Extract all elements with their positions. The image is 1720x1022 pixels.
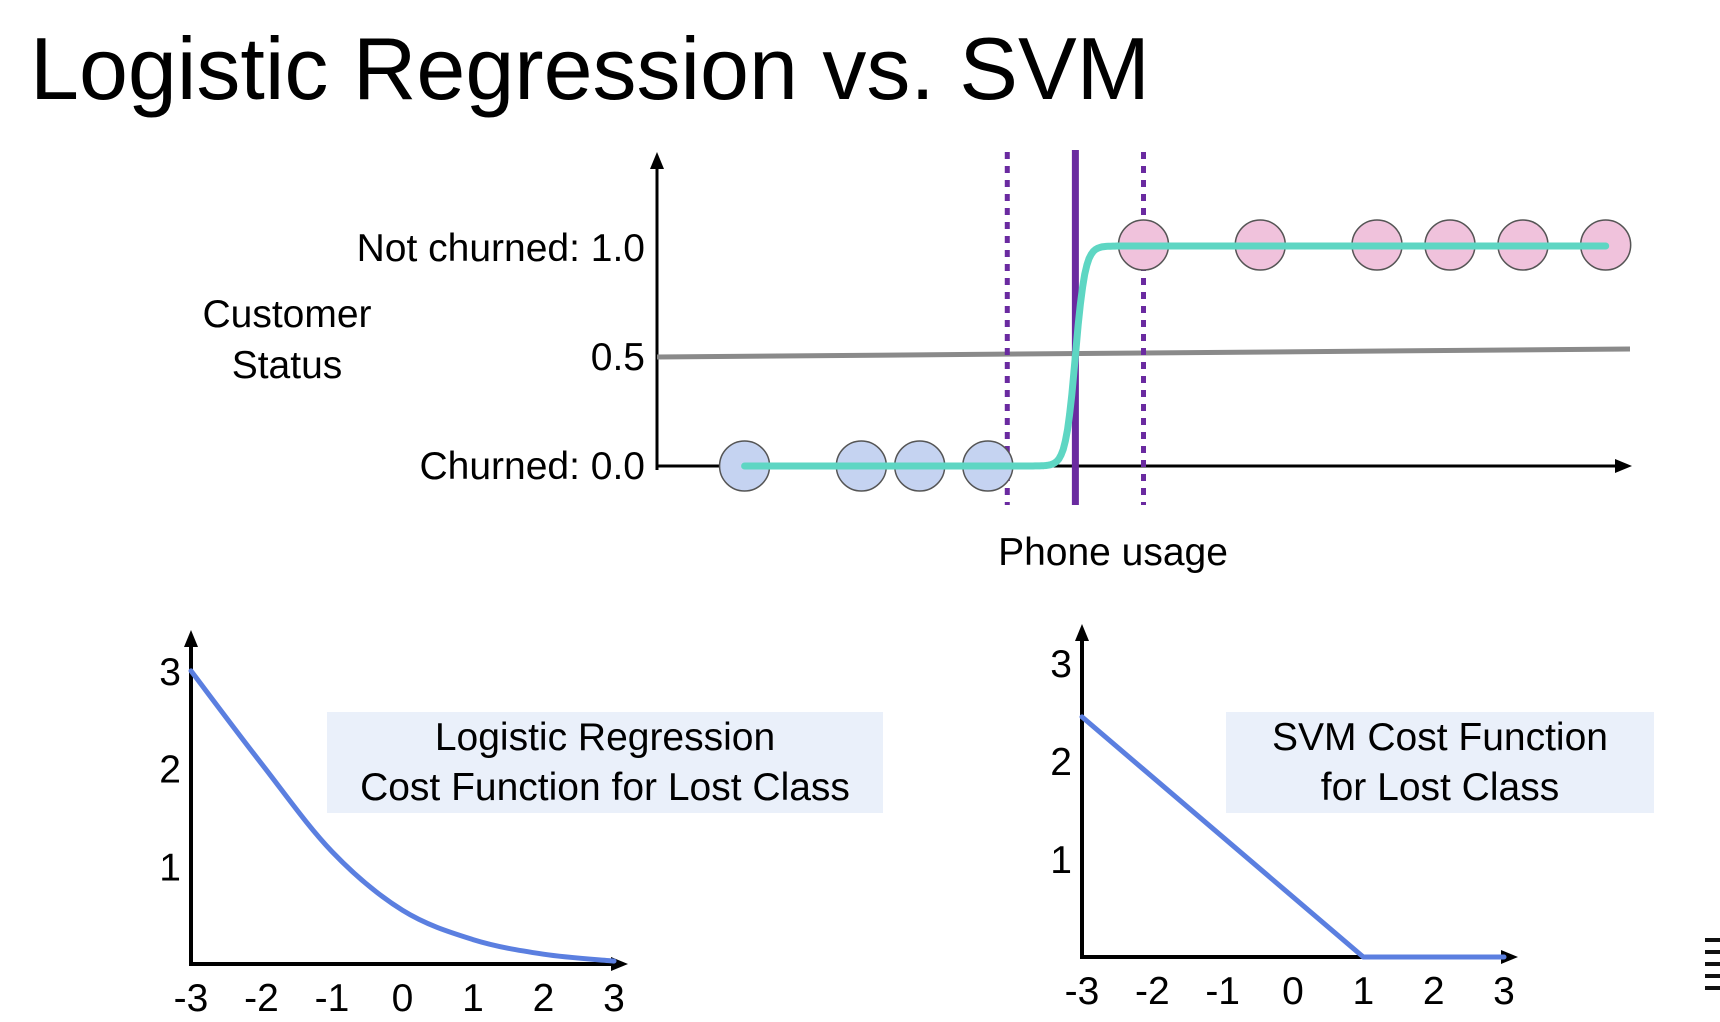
logistic-cost-chart: -3 -2 -1 0 1 2 3 1 2 3 Logistic Regression Cost Fun… xyxy=(159,630,883,1020)
x-tick-label-7: 3 xyxy=(603,977,625,1020)
x-axis-arrow xyxy=(1501,950,1518,964)
y-tick-label-2: 2 xyxy=(159,749,181,792)
y-tick-label-2: 2 xyxy=(1050,741,1072,784)
x-axis-label: Phone usage xyxy=(998,531,1228,574)
x-tick-label-5: 1 xyxy=(462,977,484,1020)
svm-cost-chart: -3 -2 -1 0 1 2 3 3 2 1 SVM Cost Function for Lost C… xyxy=(1050,624,1654,1013)
x-axis-arrow xyxy=(1615,459,1632,473)
cost-label-line-2: Cost Function for Lost Class xyxy=(360,766,850,809)
cost-label-line-1: SVM Cost Function xyxy=(1272,716,1608,759)
x-tick-label-2: -2 xyxy=(244,977,279,1020)
y-tick-label-3: 3 xyxy=(159,651,181,694)
x-tick-label-4: 0 xyxy=(1282,970,1304,1013)
logistic-vs-svm-scatter-chart: Not churned: 1.0 0.5 Churned: 0.0 Customer S… xyxy=(202,150,1632,574)
x-tick-label-5: 1 xyxy=(1352,970,1374,1013)
x-tick-label-1: -3 xyxy=(174,977,209,1020)
y-tick-label-1: 1 xyxy=(159,846,181,889)
x-tick-label-1: -3 xyxy=(1065,970,1100,1013)
y-tick-label-2: 0.5 xyxy=(591,336,645,379)
y-axis-label-line-2: Status xyxy=(232,344,343,387)
x-tick-label-2: -2 xyxy=(1135,970,1170,1013)
cost-label-line-2: for Lost Class xyxy=(1321,766,1559,809)
y-axis-arrow xyxy=(650,152,664,169)
x-tick-label-4: 0 xyxy=(392,977,414,1020)
y-tick-label-3: Churned: 0.0 xyxy=(420,445,646,488)
cost-curve xyxy=(1079,714,1507,960)
y-axis-arrow xyxy=(184,630,198,647)
cost-label-box xyxy=(1226,712,1654,813)
x-tick-label-6: 2 xyxy=(1423,970,1445,1013)
y-axis-label-line-1: Customer xyxy=(202,293,371,336)
corner-logo-icon xyxy=(1705,938,1720,990)
x-tick-label-3: -1 xyxy=(315,977,350,1020)
y-tick-label-3: 1 xyxy=(1050,839,1072,882)
cost-label-box xyxy=(327,712,883,813)
y-tick-label-1: 3 xyxy=(1050,643,1072,686)
cost-label-line-1: Logistic Regression xyxy=(435,716,775,759)
x-tick-label-7: 3 xyxy=(1493,970,1515,1013)
cost-curve xyxy=(188,668,617,964)
sigmoid-curve xyxy=(741,242,1610,470)
y-axis-arrow xyxy=(1075,624,1089,641)
y-tick-label-1: Not churned: 1.0 xyxy=(357,227,645,270)
slide-title: Logistic Regression vs. SVM xyxy=(30,19,1150,118)
x-tick-label-3: -1 xyxy=(1205,970,1240,1013)
x-tick-label-6: 2 xyxy=(533,977,555,1020)
